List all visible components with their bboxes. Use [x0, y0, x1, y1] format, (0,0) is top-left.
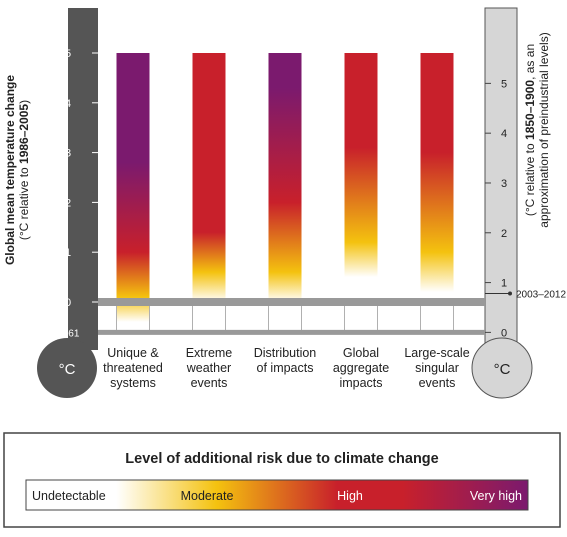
- category-label-0-line-1: threatened: [103, 361, 163, 375]
- right-tick-label: 3: [501, 178, 507, 190]
- legend-label-moderate: Moderate: [181, 489, 234, 503]
- right-tick-label: 1: [501, 278, 507, 290]
- category-label-1-line-2: events: [191, 376, 228, 390]
- category-labels: Unique &threatenedsystemsExtremeweathere…: [103, 346, 470, 390]
- right-thermometer-bulb: [471, 337, 533, 399]
- right-axis-title-line2: approximation of preindustrial levels): [537, 32, 551, 227]
- legend-label-undetectable: Undetectable: [32, 489, 106, 503]
- category-label-0-line-0: Unique &: [107, 346, 159, 360]
- right-tick-label: 0: [501, 327, 507, 339]
- risk-bar-1: [192, 53, 226, 302]
- left-tick-label: 2: [65, 197, 71, 209]
- left-axis-title-bold: 1986–2005: [17, 104, 31, 164]
- category-label-4-line-2: events: [419, 376, 456, 390]
- right-axis-title: (°C relative to 1850–1900, as an approxi…: [523, 32, 551, 227]
- risk-bar-4: [420, 53, 454, 293]
- category-label-3-line-2: impacts: [339, 376, 382, 390]
- bar-guide-lines: [116, 301, 454, 334]
- left-axis-title-line1: Global mean temperature change: [3, 75, 17, 265]
- left-axis-title-line2: (°C relative to 1986–2005): [17, 100, 31, 240]
- period-marker: 2003–2012: [485, 290, 566, 301]
- right-axis-ticks: 0 1 2 3 4 5: [485, 78, 507, 339]
- left-thermometer-bulb: [37, 338, 97, 398]
- period-marker-label: 2003–2012: [516, 290, 566, 301]
- category-label-0-line-2: systems: [110, 376, 156, 390]
- left-tick-label: 1: [65, 247, 71, 259]
- right-tick-label: 2: [501, 228, 507, 240]
- legend-gradient-bar: [25, 479, 529, 511]
- left-tick-label: 0: [65, 297, 71, 309]
- right-axis-title-pre: (°C relative to: [523, 140, 537, 216]
- baseline-zero: [98, 298, 485, 306]
- category-label-4-line-1: singular: [415, 361, 459, 375]
- left-axis-title-post: ): [17, 100, 31, 104]
- legend-label-very-high: Very high: [470, 489, 522, 503]
- risk-bar-0: [116, 53, 150, 322]
- category-label-2-line-1: of impacts: [257, 361, 314, 375]
- risk-bars: [116, 53, 454, 322]
- left-tick-label: 3: [65, 148, 71, 160]
- legend-title: Level of additional risk due to climate …: [125, 451, 438, 467]
- left-thermometer-tube: [68, 8, 98, 350]
- right-axis-title-bold: 1850–1900: [523, 80, 537, 140]
- left-unit-label: °C: [59, 361, 76, 378]
- left-axis-title: Global mean temperature change (°C relat…: [3, 75, 31, 265]
- category-label-1-line-1: weather: [186, 361, 231, 375]
- baseline-preindustrial: [98, 329, 485, 335]
- category-label-4-line-0: Large-scale: [404, 346, 469, 360]
- right-tick-label: 4: [501, 128, 507, 140]
- left-thermometer: °C 0 1 2 3 4 5 -0.61: [37, 8, 98, 398]
- right-unit-label: °C: [494, 361, 511, 378]
- right-tick-label: 5: [501, 78, 507, 90]
- category-label-3-line-0: Global: [343, 346, 379, 360]
- period-marker-dot: [508, 291, 512, 296]
- category-label-2-line-0: Distribution: [254, 346, 317, 360]
- left-axis-title-pre: (°C relative to: [17, 164, 31, 240]
- category-label-3-line-1: aggregate: [333, 361, 389, 375]
- left-axis-ticks: 0 1 2 3 4 5 -0.61: [57, 48, 98, 339]
- left-tick-label: 5: [65, 48, 71, 60]
- legend-frame: [3, 432, 561, 528]
- left-tick-label: 4: [65, 98, 71, 110]
- baselines: [98, 298, 485, 335]
- risk-bar-3: [344, 53, 378, 278]
- legend: Level of additional risk due to climate …: [3, 432, 561, 528]
- category-label-1-line-0: Extreme: [186, 346, 233, 360]
- legend-label-high: High: [337, 489, 363, 503]
- right-axis-title-line1: (°C relative to 1850–1900, as an: [523, 44, 537, 216]
- left-tick-label-extra: -0.61: [57, 328, 80, 339]
- risk-bar-2: [268, 53, 302, 302]
- right-axis-title-post: , as an: [523, 44, 537, 80]
